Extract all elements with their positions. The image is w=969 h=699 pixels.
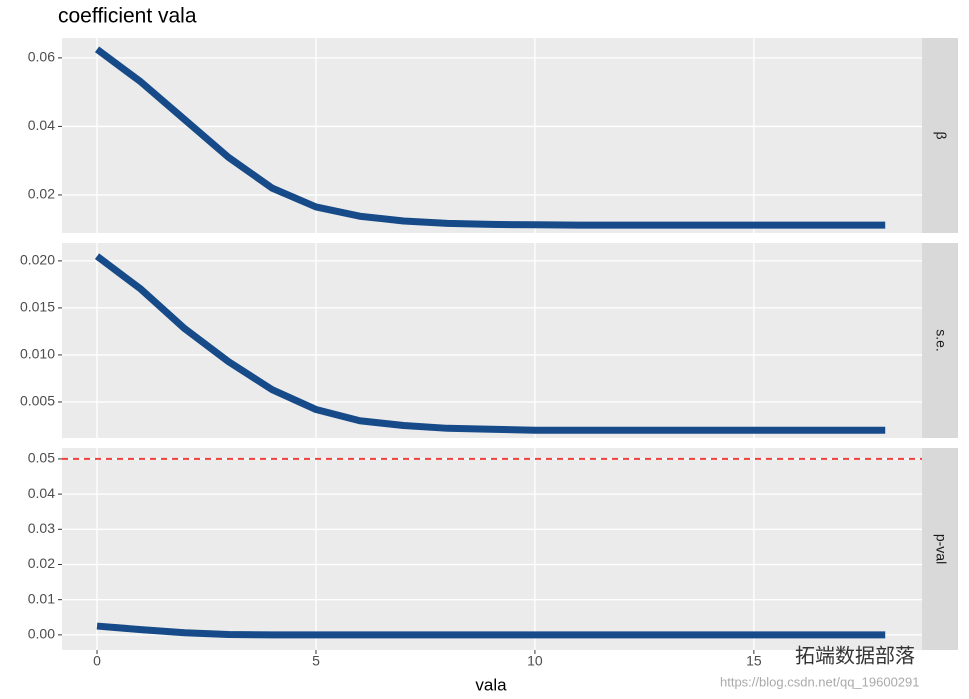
- y-tick-label: 0.01: [28, 590, 55, 606]
- x-tick-label: 0: [93, 653, 101, 669]
- panel-background: [62, 448, 922, 650]
- x-tick-label: 15: [746, 653, 762, 669]
- x-tick-label: 10: [527, 653, 543, 669]
- y-tick-label: 0.020: [20, 252, 55, 268]
- panel-background: [62, 38, 922, 233]
- watermark-url: https://blog.csdn.net/qq_19600291: [720, 674, 920, 689]
- strip-label: s.e.: [933, 329, 949, 352]
- strip-background: [922, 243, 958, 438]
- y-tick-label: 0.02: [28, 555, 55, 571]
- y-tick-label: 0.06: [28, 49, 55, 65]
- chart-title: coefficient vala: [58, 5, 197, 28]
- y-tick-label: 0.010: [20, 346, 55, 362]
- x-tick-label: 5: [312, 653, 320, 669]
- strip-label: p-val: [933, 534, 949, 564]
- y-tick-label: 0.04: [28, 117, 55, 133]
- line: [96, 622, 886, 639]
- y-tick-label: 0.04: [28, 485, 55, 501]
- panel-background: [62, 243, 922, 438]
- strip-background: [922, 448, 958, 650]
- y-tick-label: 0.03: [28, 520, 55, 536]
- strip-label: β: [933, 131, 949, 139]
- x-axis-label: vala: [475, 675, 507, 694]
- line: [94, 253, 886, 434]
- y-tick-label: 0.005: [20, 393, 55, 409]
- y-tick-label: 0.015: [20, 299, 55, 315]
- y-tick-label: 0.00: [28, 626, 55, 642]
- watermark-brand: 拓端数据部落: [795, 644, 915, 667]
- line: [94, 46, 886, 229]
- strip-background: [922, 38, 958, 233]
- y-tick-label: 0.02: [28, 186, 55, 202]
- y-tick-label: 0.05: [28, 450, 55, 466]
